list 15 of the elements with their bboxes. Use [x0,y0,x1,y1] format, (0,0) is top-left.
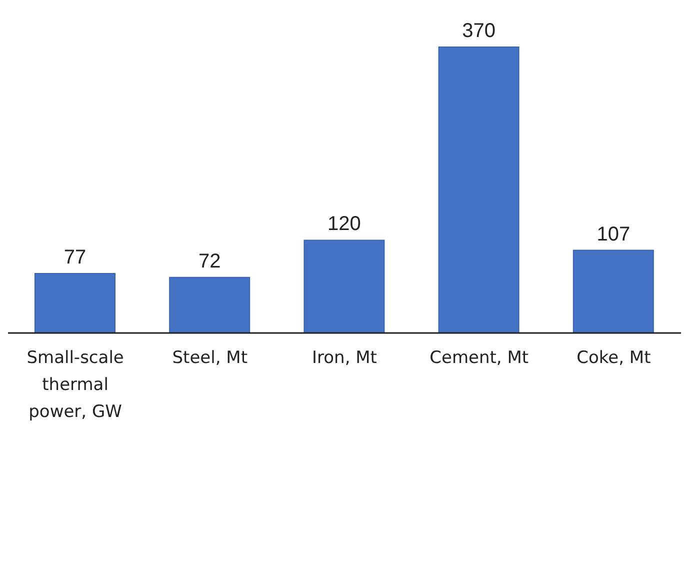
data-label: 77 [64,246,86,268]
data-label: 370 [462,20,496,42]
x-tick-label: Coke, Mt [576,348,652,368]
data-label: 120 [328,213,361,236]
x-tick-label: Steel, Mt [172,348,248,368]
bar [34,272,116,334]
bar [304,240,385,334]
bar [572,250,654,334]
data-label: 107 [596,223,630,246]
x-tick-label: Cement, Mt [430,348,529,368]
bar [169,276,250,334]
bar [438,46,520,334]
data-label: 72 [198,250,221,272]
x-tick-label: Small-scale thermal power, GW [26,348,124,422]
x-tick-label: Iron, Mt [312,348,378,368]
